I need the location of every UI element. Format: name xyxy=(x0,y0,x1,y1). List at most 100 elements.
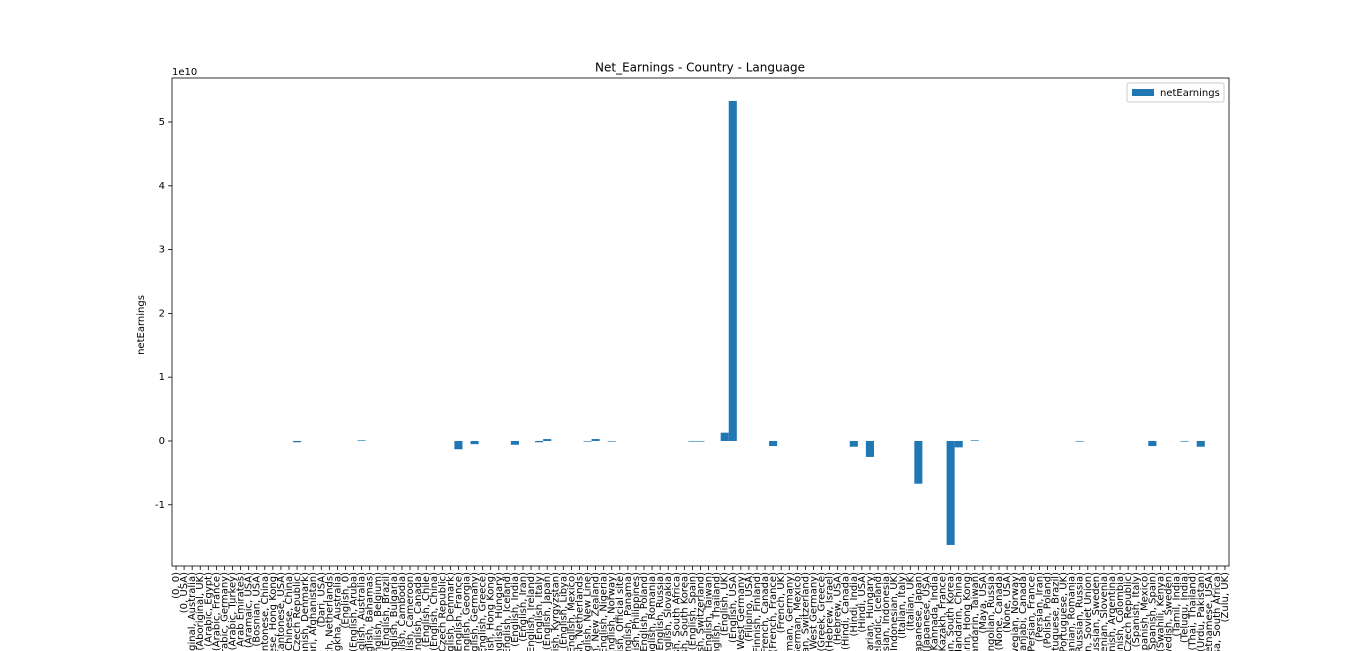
y-axis-label: netEarnings xyxy=(136,295,147,355)
bar xyxy=(535,440,544,443)
x-tick-label: (English, Aruba) xyxy=(349,572,360,651)
x-tick-label: (German, Switzerland) xyxy=(800,572,811,651)
bar xyxy=(970,440,979,441)
x-tick-label: (English, South Africa) xyxy=(671,572,682,651)
bar xyxy=(591,439,600,441)
x-tick-label: (Indonesian, Indonesia) xyxy=(881,572,892,651)
x-tick-label: (Italian, UK) xyxy=(905,572,916,631)
x-tick-label: (Russian, Soviet Union) xyxy=(1083,572,1094,651)
x-tick-label: (Kazakh, France) xyxy=(938,572,949,651)
bar xyxy=(954,440,963,448)
x-tick-label: (Portuguese, Brazil) xyxy=(1051,572,1062,651)
x-tick-label: (None, USA) xyxy=(1002,572,1013,633)
x-tick-label: (Spanish, Colombia) xyxy=(1115,572,1126,651)
x-tick-label: (English, Georgia) xyxy=(462,572,473,651)
x-tick-label: (English, Belgium) xyxy=(373,572,384,651)
x-tick-label: (Indonesian, UK) xyxy=(889,572,900,651)
x-tick-label: (Finnish, Finland) xyxy=(752,572,763,651)
x-tick-label: (English, Iran) xyxy=(518,572,529,642)
x-tick-label: (English, Greece) xyxy=(478,572,489,651)
x-tick-label: (Chinese, China) xyxy=(284,572,295,651)
x-tick-label: (French, France) xyxy=(768,572,779,651)
x-tick-label: (Japanese, USA) xyxy=(921,572,932,651)
x-tick-label: (Korean, South Korea) xyxy=(946,572,957,651)
x-tick-label: (Xhosa, South Africa) xyxy=(1212,572,1223,651)
x-tick-label: (Icelandic, Iceland) xyxy=(873,572,884,651)
x-tick-label: (English, Spain) xyxy=(687,572,698,650)
x-tick-label: (Portuguese, UK) xyxy=(1059,572,1070,651)
x-tick-label: (0, USA) xyxy=(179,572,190,613)
bar xyxy=(849,440,858,447)
x-tick-label: (Polish, Poland) xyxy=(1042,572,1053,649)
x-tick-label: (Slovenian, Slovenia) xyxy=(1099,572,1110,651)
bar xyxy=(510,440,519,445)
x-tick-label: (Dzongkha, Australia) xyxy=(332,572,343,651)
bar xyxy=(1148,440,1157,447)
y-tick-label: 0 xyxy=(159,436,165,447)
legend-swatch xyxy=(1132,89,1154,96)
y-tick-label: 4 xyxy=(159,181,165,192)
x-tick-label: (Spanish, Italy) xyxy=(1131,572,1142,647)
x-tick-label: (English, UK) xyxy=(720,572,731,636)
y-tick-label: 5 xyxy=(159,117,165,128)
x-tick-label: (English, West Germany) xyxy=(736,572,747,651)
x-tick-label: (English, Iceland) xyxy=(502,572,513,651)
x-tick-label: (Danish, Denmark) xyxy=(300,572,311,651)
x-tick-label: (English, Switzerland) xyxy=(696,572,707,651)
x-tick-label: (Czech, Czech Republic) xyxy=(292,572,303,651)
x-tick-label: (English, Brazil) xyxy=(381,572,392,650)
x-tick-label: (0, 0) xyxy=(171,572,182,599)
x-tick-label: (Arabic, Turkey) xyxy=(228,572,239,651)
x-tick-label: (English, France) xyxy=(453,572,464,651)
x-tick-label: (German, West Germany) xyxy=(808,572,819,651)
x-tick-label: (English, New Zealand) xyxy=(591,572,602,651)
x-tick-label: (Spanish, Czech Republic) xyxy=(1123,572,1134,651)
x-tick-label: (Bosnian, USA) xyxy=(252,572,263,647)
x-tick-label: (English, New Line) xyxy=(583,572,594,651)
x-tick-label: (Romanian, Romania) xyxy=(1067,572,1078,651)
x-tick-label: (Aboriginal, UK) xyxy=(195,572,206,651)
x-tick-label: (Greek, Greece) xyxy=(817,572,828,651)
x-tick-label: (Spanish, Argentina) xyxy=(1107,572,1118,651)
legend-box xyxy=(1126,82,1225,103)
x-tick-label: (English, Nigeria) xyxy=(599,572,610,651)
x-tick-label: (English, Slovakia) xyxy=(663,572,674,651)
x-tick-label: (English, USA) xyxy=(728,572,739,643)
x-tick-label: (English, Bulgaria) xyxy=(389,572,400,651)
x-tick-label: (None, Canada) xyxy=(994,572,1005,650)
x-tick-label: (Hebrew, USA) xyxy=(833,572,844,645)
x-tick-label: (Arabic, Germany) xyxy=(219,572,230,651)
x-tick-label: (Thai, Thailand) xyxy=(1188,572,1199,651)
y-tick-label: 1 xyxy=(159,372,165,383)
bar xyxy=(696,440,705,442)
x-tick-label: (Tamil, India) xyxy=(1172,572,1183,637)
x-tick-label: (English, Cameroon) xyxy=(405,572,416,651)
x-tick-label: (English, Mexico) xyxy=(566,572,577,651)
bar xyxy=(454,440,463,450)
x-tick-label: (English, South Korea) xyxy=(679,572,690,651)
x-tick-label: (English, Italy) xyxy=(534,572,545,644)
bar xyxy=(720,432,729,441)
x-tick-label: (English, China) xyxy=(429,572,440,651)
x-tick-label: (Japanese, Japan) xyxy=(913,572,924,651)
legend-label: netEarnings xyxy=(1160,88,1220,99)
x-tick-label: (English, 0) xyxy=(340,572,351,629)
x-tick-label: (Aramaic, USA) xyxy=(244,572,255,648)
x-tick-label: (English, Poland) xyxy=(639,572,650,651)
x-tick-label: (French, UK) xyxy=(776,572,787,633)
x-tick-label: (English, Norway) xyxy=(607,572,618,651)
x-tick-label: (English, Chile) xyxy=(421,572,432,647)
x-tick-label: (Russian, Sweden) xyxy=(1091,572,1102,651)
x-tick-label: (English, Hungary) xyxy=(494,572,505,651)
x-tick-label: (English, India) xyxy=(510,572,521,647)
bar xyxy=(1196,440,1205,447)
x-tick-label: (Cantonese, USA) xyxy=(276,572,287,651)
x-tick-label: (English, Denmark) xyxy=(445,572,456,651)
x-tick-label: (English, Kyrgyzstan) xyxy=(550,572,561,651)
bar xyxy=(728,100,737,441)
x-tick-label: (French, Canada) xyxy=(760,572,771,651)
x-tick-label: (English, Thailand) xyxy=(712,572,723,651)
x-tick-label: (Telugu, India) xyxy=(1180,572,1191,643)
x-tick-label: (Panjabi, Canada) xyxy=(1018,572,1029,651)
